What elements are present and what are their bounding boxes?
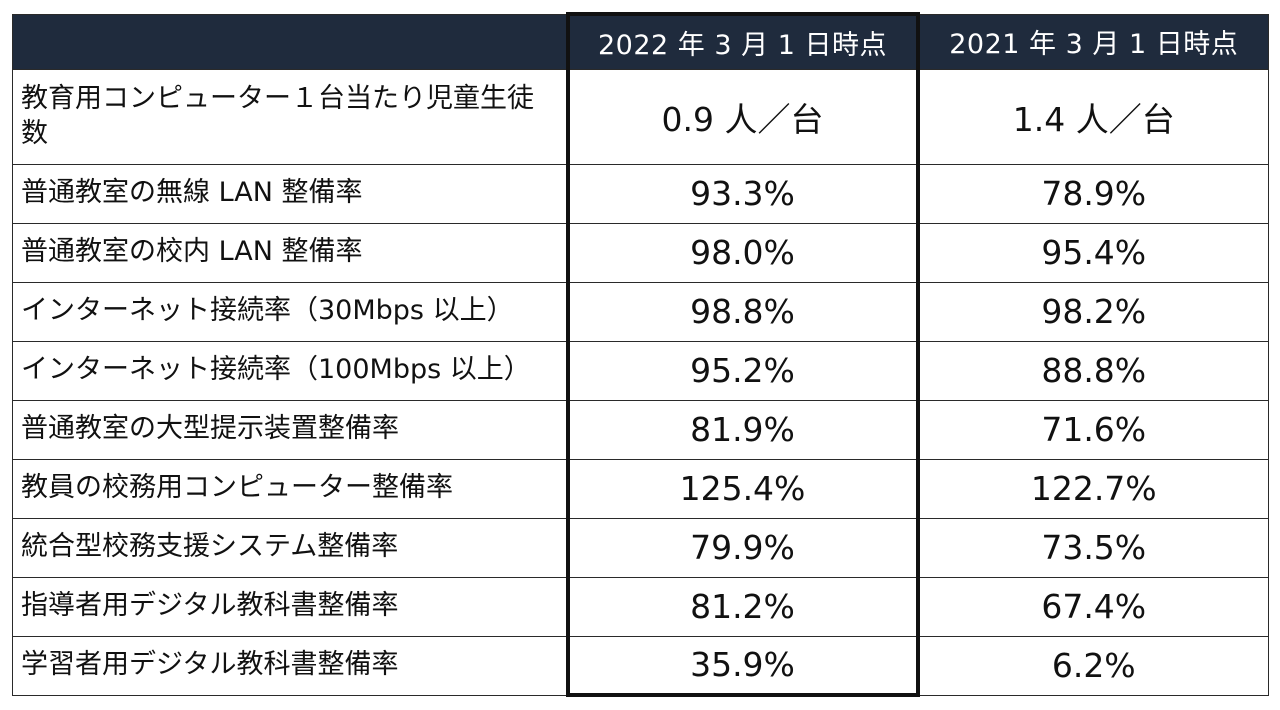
ict-statistics-table: 2022 年 3 月 1 日時点 2021 年 3 月 1 日時点 教育用コンピ… xyxy=(12,12,1269,697)
value-2022: 35.9% xyxy=(565,635,920,697)
table-row: 普通教室の無線 LAN 整備率 93.3% 78.9% xyxy=(12,163,1269,224)
row-label: 教員の校務用コンピューター整備率 xyxy=(12,458,568,519)
header-row: 2022 年 3 月 1 日時点 2021 年 3 月 1 日時点 xyxy=(12,12,1269,70)
value-2022: 81.9% xyxy=(565,399,920,460)
value-2021: 78.9% xyxy=(917,163,1269,224)
row-label: 普通教室の大型提示装置整備率 xyxy=(12,399,568,460)
value-2021: 98.2% xyxy=(917,281,1269,342)
value-2021: 122.7% xyxy=(917,458,1269,519)
row-label: 統合型校務支援システム整備率 xyxy=(12,517,568,578)
row-label: インターネット接続率（100Mbps 以上） xyxy=(12,340,568,401)
header-2022: 2022 年 3 月 1 日時点 xyxy=(565,12,920,70)
table-row: 教育用コンピューター１台当たり児童生徒数 0.9 人／台 1.4 人／台 xyxy=(12,68,1269,165)
value-2022: 98.0% xyxy=(565,222,920,283)
value-2021: 88.8% xyxy=(917,340,1269,401)
row-label: 普通教室の無線 LAN 整備率 xyxy=(12,163,568,224)
table-row: インターネット接続率（100Mbps 以上） 95.2% 88.8% xyxy=(12,340,1269,401)
value-2021: 1.4 人／台 xyxy=(917,68,1269,165)
table-row: 指導者用デジタル教科書整備率 81.2% 67.4% xyxy=(12,576,1269,637)
row-label: インターネット接続率（30Mbps 以上） xyxy=(12,281,568,342)
value-2021: 95.4% xyxy=(917,222,1269,283)
header-2021: 2021 年 3 月 1 日時点 xyxy=(917,13,1269,70)
value-2021: 67.4% xyxy=(917,576,1269,637)
row-label: 学習者用デジタル教科書整備率 xyxy=(12,635,568,696)
table-row: 学習者用デジタル教科書整備率 35.9% 6.2% xyxy=(12,635,1269,697)
value-2022: 93.3% xyxy=(565,163,920,224)
table-row: 教員の校務用コンピューター整備率 125.4% 122.7% xyxy=(12,458,1269,519)
value-2021: 6.2% xyxy=(917,635,1269,696)
value-2022: 95.2% xyxy=(565,340,920,401)
row-label: 教育用コンピューター１台当たり児童生徒数 xyxy=(12,68,568,165)
table-row: インターネット接続率（30Mbps 以上） 98.8% 98.2% xyxy=(12,281,1269,342)
row-label: 指導者用デジタル教科書整備率 xyxy=(12,576,568,637)
value-2022: 125.4% xyxy=(565,458,920,519)
table-row: 普通教室の校内 LAN 整備率 98.0% 95.4% xyxy=(12,222,1269,283)
value-2021: 71.6% xyxy=(917,399,1269,460)
table-row: 統合型校務支援システム整備率 79.9% 73.5% xyxy=(12,517,1269,578)
header-label-cell xyxy=(12,13,568,70)
row-label: 普通教室の校内 LAN 整備率 xyxy=(12,222,568,283)
value-2022: 0.9 人／台 xyxy=(565,68,920,165)
value-2022: 98.8% xyxy=(565,281,920,342)
table-body: 教育用コンピューター１台当たり児童生徒数 0.9 人／台 1.4 人／台 普通教… xyxy=(12,68,1269,697)
table-row: 普通教室の大型提示装置整備率 81.9% 71.6% xyxy=(12,399,1269,460)
value-2022: 79.9% xyxy=(565,517,920,578)
table-header: 2022 年 3 月 1 日時点 2021 年 3 月 1 日時点 xyxy=(12,12,1269,70)
value-2021: 73.5% xyxy=(917,517,1269,578)
value-2022: 81.2% xyxy=(565,576,920,637)
